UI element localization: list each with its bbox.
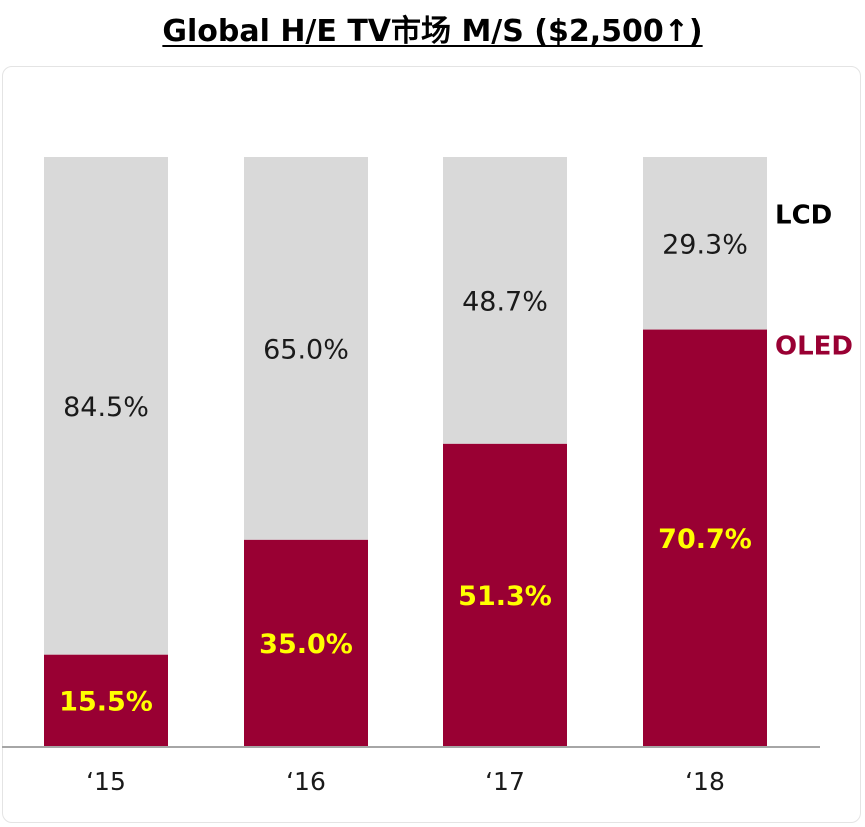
legend-lcd: LCD [775, 200, 832, 230]
data-label-lcd: 48.7% [462, 286, 548, 317]
x-tick-label: ‘16 [286, 767, 326, 796]
data-label-oled: 70.7% [658, 524, 752, 555]
bar-lcd [643, 157, 767, 330]
bar-oled [44, 654, 168, 746]
bar-oled [643, 329, 767, 746]
data-label-lcd: 29.3% [662, 229, 748, 260]
data-label-oled: 35.0% [259, 629, 353, 660]
bar-lcd [443, 157, 567, 444]
data-label-oled: 51.3% [458, 581, 552, 612]
data-label-lcd: 65.0% [263, 334, 349, 365]
x-tick-label: ‘15 [86, 767, 126, 796]
bar-oled [443, 443, 567, 746]
data-label-lcd: 84.5% [63, 392, 149, 423]
chart-title: Global H/E TV市场 M/S ($2,500↑) [162, 14, 703, 49]
data-label-oled: 15.5% [59, 686, 153, 717]
x-tick-label: ‘18 [685, 767, 725, 796]
legend-oled: OLED [775, 332, 853, 362]
bar-oled [244, 539, 368, 746]
bar-lcd [44, 157, 168, 655]
bar-lcd [244, 157, 368, 540]
chart-panel [2, 66, 861, 823]
x-tick-label: ‘17 [485, 767, 525, 796]
